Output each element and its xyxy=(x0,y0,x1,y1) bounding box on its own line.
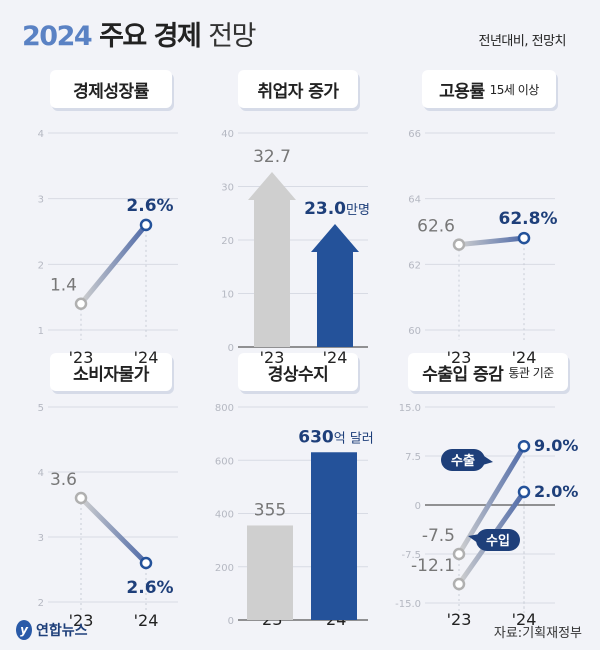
data-label: 2.6% xyxy=(126,578,173,598)
page-title: 2024 주요 경제 전망 xyxy=(22,14,256,53)
subtitle: 전년대비, 전망치 xyxy=(478,34,567,49)
title-light: 전망 xyxy=(208,21,256,52)
x-tick-label: '23 xyxy=(69,611,94,630)
series-line xyxy=(456,235,527,248)
data-label: -7.5 xyxy=(422,526,455,546)
data-point xyxy=(74,491,88,505)
data-label: -12.1 xyxy=(411,556,455,576)
y-tick-label: 3 xyxy=(38,195,44,206)
data-label: 2.0% xyxy=(534,482,578,501)
data-point xyxy=(452,547,466,561)
data-label: 355 xyxy=(254,500,286,520)
y-tick-label: -7.5 xyxy=(401,550,421,561)
bar xyxy=(247,525,293,620)
x-tick-label: '24 xyxy=(134,611,159,630)
panel-title-current-account: 경상수지 xyxy=(238,353,358,391)
y-tick-label: 7.5 xyxy=(405,452,421,463)
panel-title-employment-rate: 고용률 15세 이상 xyxy=(422,70,556,108)
x-tick-label: '24 xyxy=(323,348,348,367)
legend-label: 수출 xyxy=(451,453,475,469)
y-tick-label: 4 xyxy=(38,129,44,140)
panel-title-cpi: 소비자물가 xyxy=(50,353,172,391)
data-point xyxy=(452,238,466,251)
y-tick-label: 2 xyxy=(38,598,44,609)
y-tick-label: 66 xyxy=(408,129,421,140)
panel-title-text: 취업자 증가 xyxy=(257,81,339,102)
x-tick-label: '23 xyxy=(447,348,472,367)
legend-bubble xyxy=(476,529,520,551)
y-tick-label: 62 xyxy=(408,260,421,271)
yonhap-logo: y 연합뉴스 xyxy=(16,620,88,640)
data-point xyxy=(517,231,531,245)
panel-title-text: 소비자물가 xyxy=(73,364,149,385)
legend-bubble xyxy=(441,449,485,471)
data-point xyxy=(139,556,153,570)
y-tick-label: 60 xyxy=(408,326,421,337)
y-tick-label: 1 xyxy=(38,326,44,337)
panel-title-text: 고용률 xyxy=(439,81,485,102)
x-tick-label: '24 xyxy=(134,348,159,367)
data-point xyxy=(517,485,531,499)
legend-bubble-tail xyxy=(468,534,482,546)
x-tick-label: '24 xyxy=(512,348,537,367)
panel-title-note: 15세 이상 xyxy=(489,82,540,97)
panel-title-text: 수출입 증감 xyxy=(422,364,504,385)
data-point xyxy=(517,439,531,453)
y-tick-label: 0 xyxy=(415,501,421,512)
logo-text: 연합뉴스 xyxy=(36,623,88,639)
y-tick-label: 800 xyxy=(215,403,234,414)
bar-arrow xyxy=(311,223,359,347)
data-label: 32.7 xyxy=(253,147,291,167)
panel-title-text: 경상수지 xyxy=(267,364,329,385)
x-tick-label: '23 xyxy=(447,610,472,629)
data-point xyxy=(452,577,466,591)
y-tick-label: 4 xyxy=(38,468,44,479)
y-tick-label: 0 xyxy=(228,616,234,627)
y-tick-label: 10 xyxy=(221,290,234,301)
series-line xyxy=(78,222,149,307)
panel-title-text: 경제성장률 xyxy=(73,81,149,102)
x-tick-label: '23 xyxy=(69,348,94,367)
bar xyxy=(311,452,357,620)
x-tick-label: '23 xyxy=(260,348,285,367)
data-label: 1.4 xyxy=(50,276,77,296)
panel-title-trade: 수출입 증감 통관 기준 xyxy=(408,353,568,391)
source-note: 자료:기획재정부 xyxy=(493,626,582,641)
data-label: 2.6% xyxy=(126,196,173,216)
series-line xyxy=(78,495,149,566)
y-tick-label: 2 xyxy=(38,260,44,271)
data-point xyxy=(74,297,88,310)
data-label: 62.6 xyxy=(417,217,455,237)
data-label: 23.0만명 xyxy=(304,199,370,219)
y-tick-label: 40 xyxy=(221,129,234,140)
y-tick-label: 3 xyxy=(38,533,44,544)
data-label: 3.6 xyxy=(50,470,77,490)
title-main: 주요 경제 xyxy=(99,21,202,52)
y-tick-label: 600 xyxy=(215,456,234,467)
y-tick-label: 5 xyxy=(38,403,44,414)
data-label: 9.0% xyxy=(534,436,578,455)
y-tick-label: 20 xyxy=(221,236,234,247)
panel-title-employment: 취업자 증가 xyxy=(238,70,358,108)
data-label: 630억 달러 xyxy=(298,427,374,447)
data-label: 62.8% xyxy=(499,209,558,229)
y-tick-label: 0 xyxy=(228,343,234,354)
panel-title-gdp: 경제성장률 xyxy=(50,70,172,108)
y-tick-label: 15.0 xyxy=(399,403,421,414)
title-year: 2024 xyxy=(22,21,93,52)
y-tick-label: 400 xyxy=(215,510,234,521)
bar-arrow xyxy=(248,172,296,347)
x-tick-label: '24 xyxy=(512,610,537,629)
y-tick-label: 64 xyxy=(408,195,421,206)
panel-title-note: 통관 기준 xyxy=(508,365,554,380)
y-tick-label: -15.0 xyxy=(395,599,421,610)
y-tick-label: 30 xyxy=(221,183,234,194)
legend-bubble-tail xyxy=(479,454,493,466)
data-point xyxy=(139,218,153,232)
y-tick-label: 200 xyxy=(215,563,234,574)
legend-label: 수입 xyxy=(486,534,510,549)
logo-mark-icon: y xyxy=(16,620,32,640)
